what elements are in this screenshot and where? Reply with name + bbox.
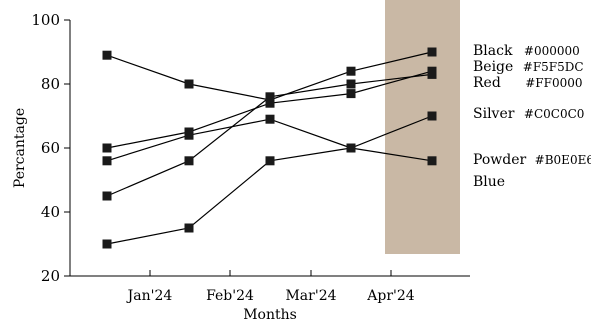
legend-name-red: Red bbox=[473, 75, 501, 91]
legend-code-black: #000000 bbox=[524, 44, 580, 58]
svg-text:Silver #C0C0C0: Silver #C0C0C0 bbox=[473, 106, 584, 122]
data-point-s1-2 bbox=[265, 98, 275, 108]
series-line-2 bbox=[106, 118, 433, 162]
data-point-s3-0 bbox=[102, 191, 112, 201]
legend-code-beige: #F5F5DC bbox=[523, 60, 584, 74]
x-axis-title: Months bbox=[243, 307, 297, 323]
data-point-s2-2 bbox=[265, 114, 275, 124]
data-point-s4-0 bbox=[102, 239, 112, 249]
series-lines bbox=[106, 51, 433, 245]
data-point-s4-3 bbox=[346, 143, 356, 153]
legend-code-silver: #C0C0C0 bbox=[524, 107, 585, 121]
data-point-s1-0 bbox=[102, 143, 112, 153]
data-point-s0-0 bbox=[102, 50, 112, 60]
legend-name-black: Black bbox=[473, 43, 513, 59]
data-point-s3-4 bbox=[427, 69, 437, 79]
x-tick-label-0: Jan'24 bbox=[126, 288, 173, 304]
y-tick-label-60: 60 bbox=[41, 139, 60, 157]
legend-name-powder: Powder bbox=[473, 152, 527, 168]
data-point-s3-1 bbox=[184, 156, 194, 166]
legend-code-red: #FF0000 bbox=[525, 76, 582, 90]
y-tick-label-100: 100 bbox=[31, 11, 60, 29]
series-markers bbox=[102, 47, 437, 249]
x-tick-label-1: Feb'24 bbox=[206, 288, 254, 304]
highlight-band bbox=[385, 0, 460, 254]
data-point-s0-3 bbox=[346, 66, 356, 76]
svg-text:Black #000000: Black #000000 bbox=[473, 43, 580, 59]
data-point-s2-0 bbox=[102, 156, 112, 166]
legend: Black #000000 Beige #F5F5DC Red #FF0000 … bbox=[473, 43, 591, 190]
data-point-s0-4 bbox=[427, 47, 437, 57]
svg-text:Powder #B0E0E6: Powder #B0E0E6 bbox=[473, 152, 591, 168]
legend-name-beige: Beige bbox=[473, 59, 513, 75]
legend-code-powder-blue: #B0E0E6 bbox=[535, 153, 591, 167]
y-ticks: 20 40 60 80 100 bbox=[31, 11, 70, 285]
y-tick-label-40: 40 bbox=[41, 203, 60, 221]
data-point-s2-4 bbox=[427, 156, 437, 166]
x-tick-label-3: Apr'24 bbox=[366, 288, 415, 304]
series-line-4 bbox=[106, 115, 433, 245]
data-point-s3-3 bbox=[346, 79, 356, 89]
data-point-s0-1 bbox=[184, 79, 194, 89]
data-point-s4-2 bbox=[265, 156, 275, 166]
y-tick-label-20: 20 bbox=[41, 267, 60, 285]
data-point-s2-1 bbox=[184, 130, 194, 140]
y-tick-label-80: 80 bbox=[41, 75, 60, 93]
svg-text:Red #FF0000: Red #FF0000 bbox=[473, 75, 583, 91]
data-point-s3-2 bbox=[265, 92, 275, 102]
series-line-1 bbox=[106, 70, 433, 149]
legend-name-blue: Blue bbox=[473, 174, 505, 190]
svg-text:Beige #F5F5DC: Beige #F5F5DC bbox=[473, 59, 584, 75]
x-ticks: Jan'24 Feb'24 Mar'24 Apr'24 bbox=[126, 270, 415, 304]
y-axis-title: Percantage bbox=[12, 108, 28, 188]
legend-name-silver: Silver bbox=[473, 106, 515, 122]
data-point-s4-4 bbox=[427, 111, 437, 121]
data-point-s4-1 bbox=[184, 223, 194, 233]
data-point-s1-3 bbox=[346, 89, 356, 99]
x-tick-label-2: Mar'24 bbox=[285, 288, 336, 304]
